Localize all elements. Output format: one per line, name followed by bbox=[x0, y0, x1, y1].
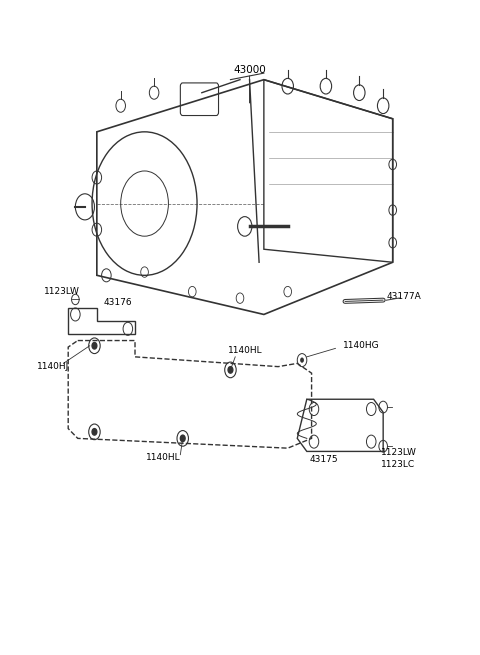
Text: 1123LW: 1123LW bbox=[381, 448, 417, 457]
Text: 43000: 43000 bbox=[233, 65, 266, 75]
Text: 1140HG: 1140HG bbox=[343, 341, 379, 350]
Circle shape bbox=[228, 367, 233, 373]
Text: 43175: 43175 bbox=[309, 455, 338, 464]
Text: 1140HL: 1140HL bbox=[228, 346, 262, 355]
Circle shape bbox=[92, 428, 97, 435]
Circle shape bbox=[92, 343, 97, 349]
Text: 1123LC: 1123LC bbox=[381, 460, 415, 469]
Text: 1140HJ: 1140HJ bbox=[37, 362, 70, 371]
Text: 43177A: 43177A bbox=[386, 291, 421, 301]
Text: 1140HL: 1140HL bbox=[146, 453, 181, 462]
Text: 1123LW: 1123LW bbox=[44, 287, 80, 296]
Text: 43176: 43176 bbox=[104, 298, 132, 307]
Circle shape bbox=[300, 358, 304, 363]
Circle shape bbox=[180, 435, 185, 441]
